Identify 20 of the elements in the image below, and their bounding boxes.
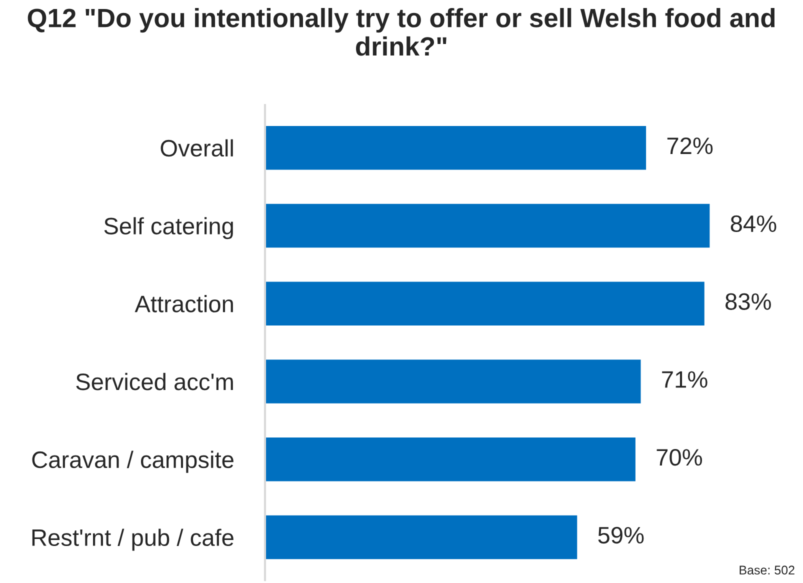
bar xyxy=(265,124,648,172)
bar xyxy=(265,202,712,249)
y-tick-label: Overall xyxy=(160,139,233,157)
y-tick-label: Attraction xyxy=(134,295,233,312)
bar xyxy=(265,280,706,327)
data-label: 72% xyxy=(667,137,713,154)
y-tick-label: Serviced acc'm xyxy=(76,372,233,390)
bar xyxy=(265,436,637,483)
y-tick-label: Caravan / campsite xyxy=(32,450,234,473)
text: Base: 502 xyxy=(740,566,794,575)
data-label: 84% xyxy=(730,215,776,232)
y-tick-label: Self catering xyxy=(104,217,233,240)
chart-title: Q12 "Do you intentionally try to offer or sell Welsh food and drink?" xyxy=(28,8,775,56)
y-tick-label: Rest'rnt / pub / cafe xyxy=(32,528,234,551)
bar xyxy=(265,358,642,405)
bar xyxy=(265,514,579,561)
data-label: 59% xyxy=(598,526,644,544)
data-label: 83% xyxy=(726,293,771,310)
data-label: 70% xyxy=(656,448,702,466)
data-label: 71% xyxy=(662,371,708,388)
